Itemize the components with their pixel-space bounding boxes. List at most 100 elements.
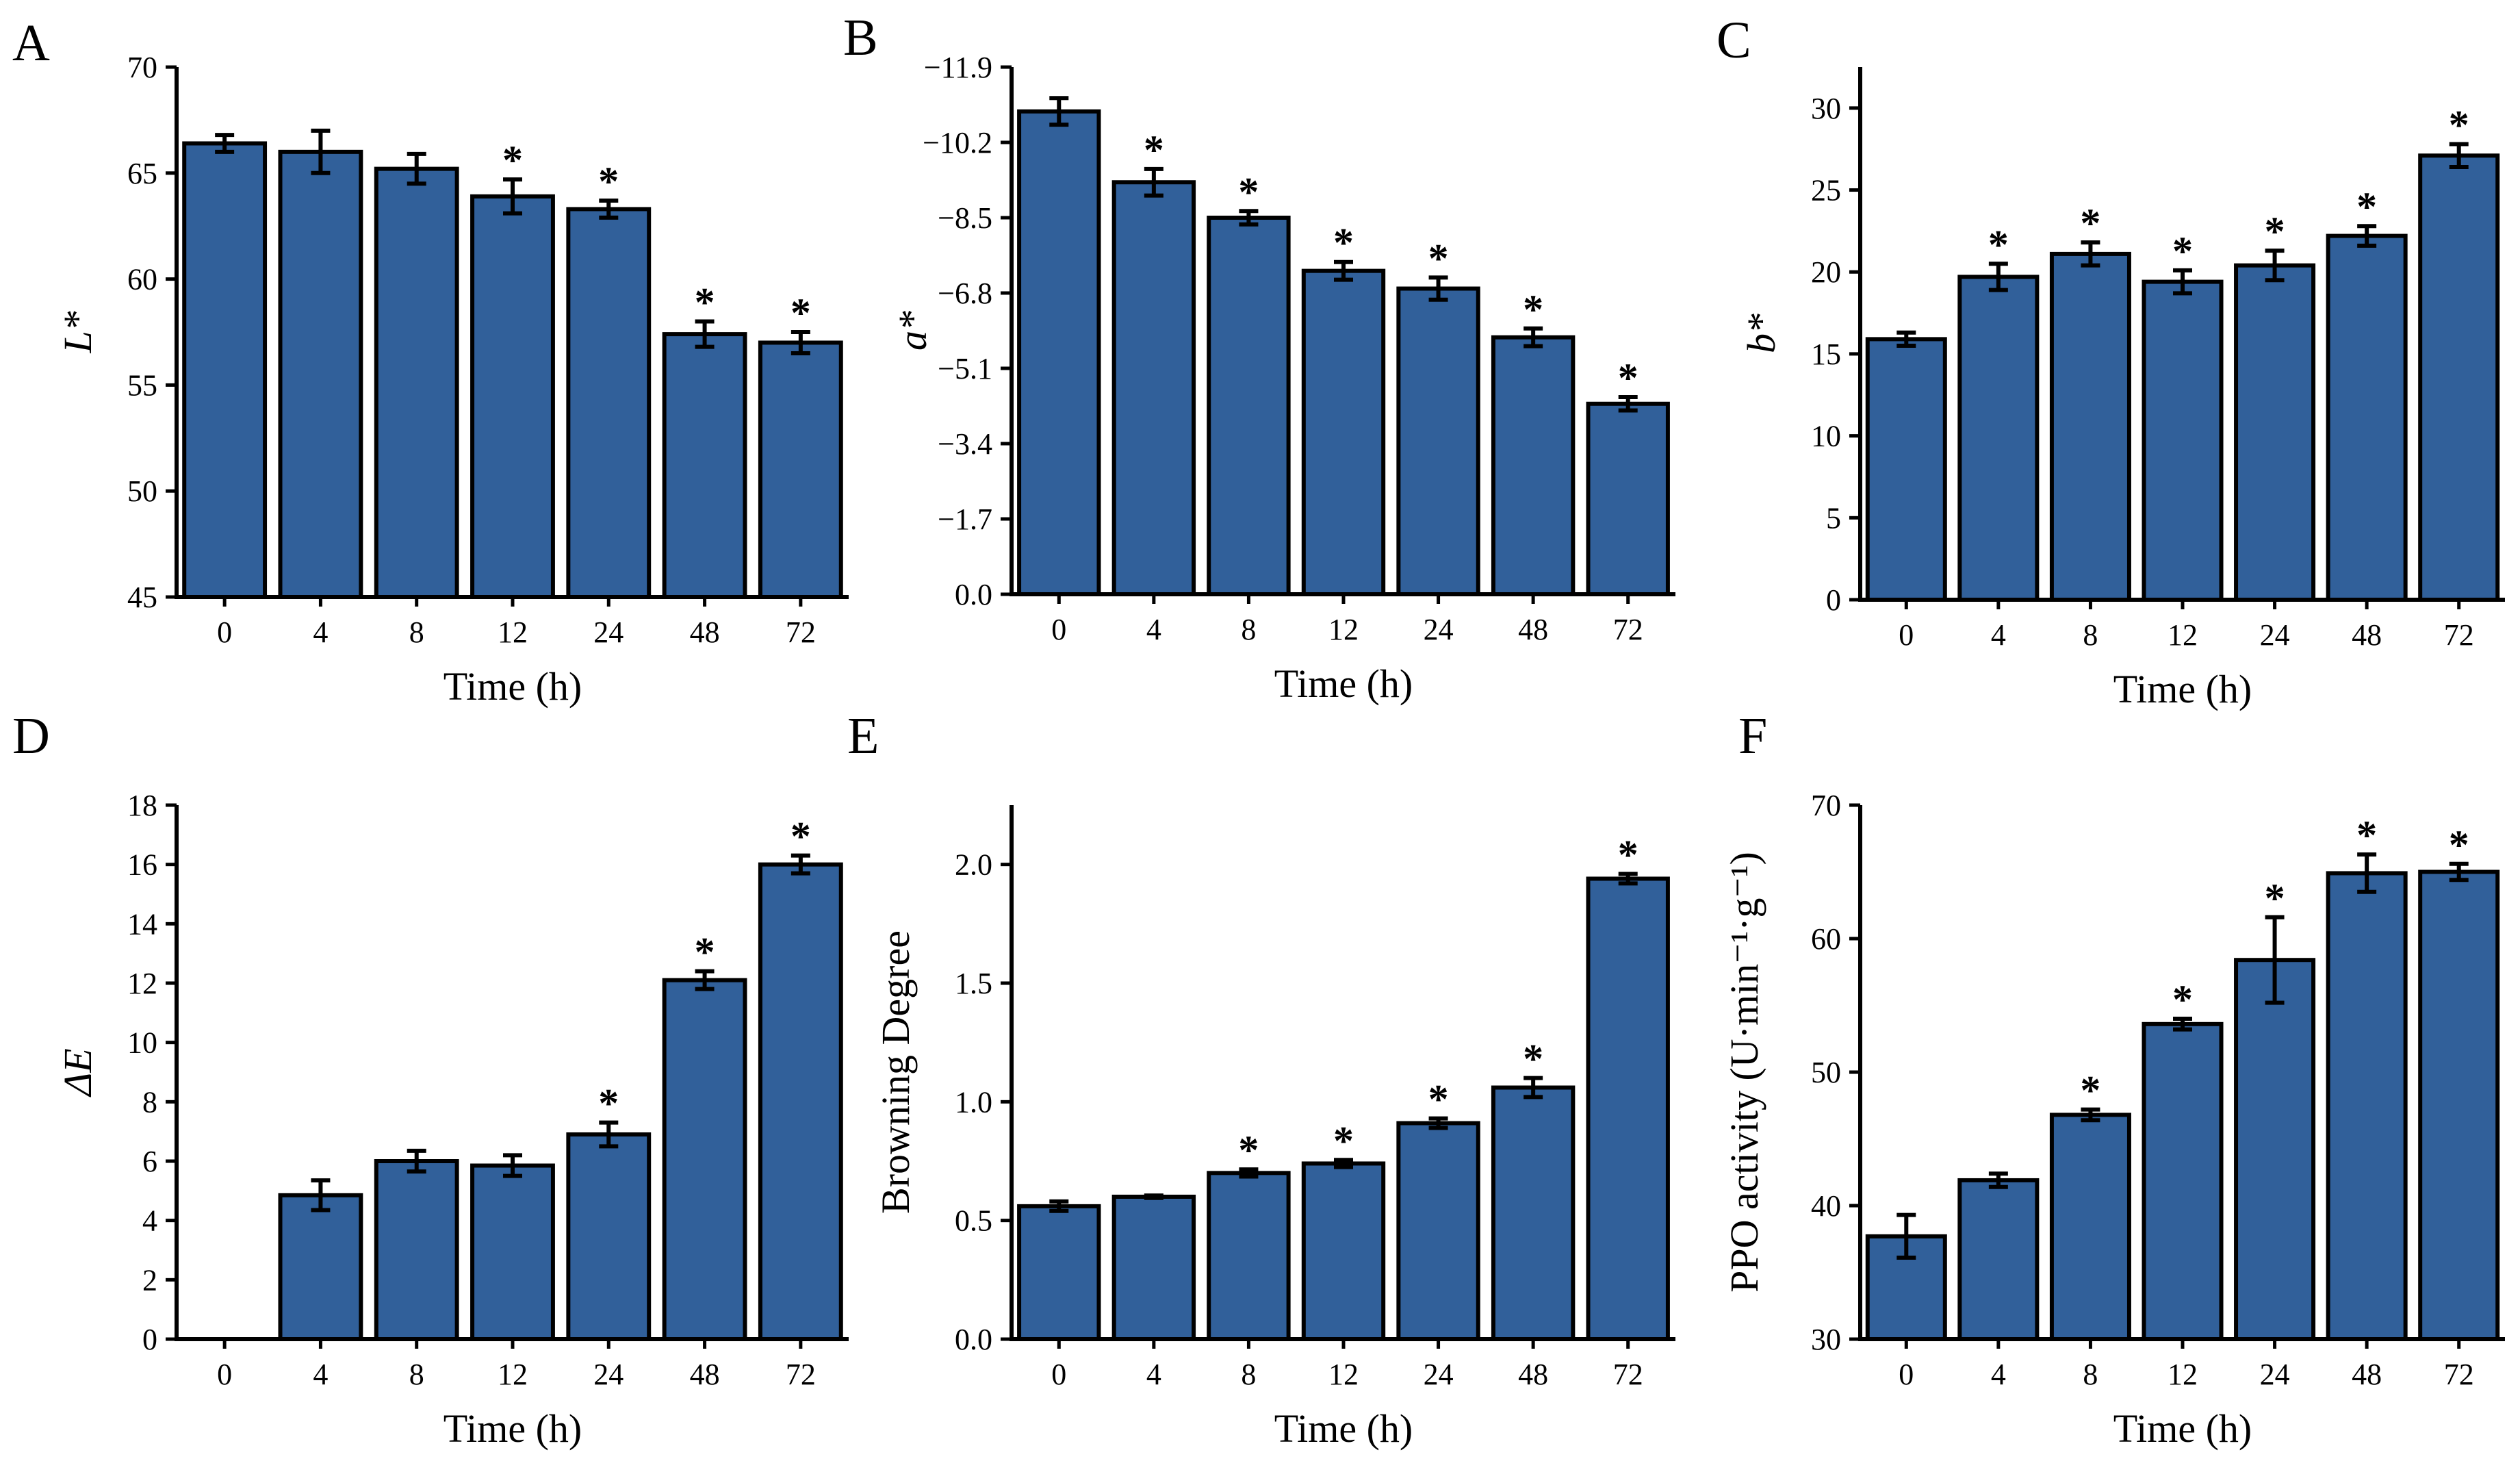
x-axis-title: Time (h) xyxy=(2113,1406,2252,1451)
error-bar xyxy=(1049,96,1069,127)
error-bar xyxy=(215,133,235,154)
bar xyxy=(182,141,268,599)
y-tick-label: 5 xyxy=(1826,501,1841,535)
y-tick-label: 2.0 xyxy=(955,848,992,882)
y-tick-label: −8.5 xyxy=(938,201,992,235)
error-bar xyxy=(407,1148,426,1174)
error-bar xyxy=(1523,326,1543,348)
significance-marker: * xyxy=(1333,1118,1354,1163)
y-tick-label: 30 xyxy=(1811,1323,1841,1356)
bar xyxy=(566,207,652,599)
bar xyxy=(1491,335,1576,596)
bar xyxy=(758,862,843,1341)
bar xyxy=(278,1193,363,1342)
significance-marker: * xyxy=(2449,103,2469,148)
y-tick-label: 15 xyxy=(1811,338,1841,371)
y-tick-label: 0.0 xyxy=(955,578,992,611)
x-tick-label: 72 xyxy=(786,1358,816,1391)
x-tick-label: 72 xyxy=(2444,618,2474,652)
y-tick-label: 60 xyxy=(1811,922,1841,956)
error-bar xyxy=(2173,268,2192,296)
panel-letter: E xyxy=(847,707,879,765)
y-tick-label: −3.4 xyxy=(938,427,992,461)
x-axis-title: Time (h) xyxy=(1274,1406,1413,1451)
bar xyxy=(1396,286,1480,596)
y-axis-title: a* xyxy=(890,311,935,351)
x-tick-label: 24 xyxy=(593,1358,623,1391)
error-bar xyxy=(1428,275,1448,302)
x-tick-label: 4 xyxy=(1146,613,1161,646)
error-bar xyxy=(1144,1193,1163,1200)
axes xyxy=(175,67,849,599)
x-axis-title: Time (h) xyxy=(1274,661,1413,706)
x-tick-label: 4 xyxy=(1991,1358,2006,1391)
x-tick-label: 24 xyxy=(2260,618,2290,652)
bar xyxy=(2049,251,2131,602)
bar xyxy=(470,194,555,599)
panel-f: F 0 4 * 8 * 12 * 24 * 48 * 72 30 40 50 60 70 Time (h) PPO a… xyxy=(1722,707,2505,1451)
x-axis-title: Time (h) xyxy=(443,1406,582,1451)
x-tick-label: 8 xyxy=(2083,1358,2098,1391)
x-tick-label: 72 xyxy=(786,615,816,649)
y-tick-label: 18 xyxy=(127,789,157,822)
error-bar xyxy=(1618,395,1638,413)
axes xyxy=(1858,67,2505,602)
significance-marker: * xyxy=(2356,184,2377,229)
y-axis-title: Browning Degree xyxy=(873,930,918,1214)
error-bar xyxy=(790,853,810,876)
significance-marker: * xyxy=(1238,169,1259,214)
error-bar xyxy=(1988,262,2008,292)
y-tick-label: −10.2 xyxy=(923,126,992,160)
y-tick-label: −11.9 xyxy=(924,51,992,84)
bar xyxy=(1301,268,1386,596)
y-tick-label: 1.5 xyxy=(955,967,992,1000)
y-tick-label: 4 xyxy=(142,1204,157,1238)
x-tick-label: 12 xyxy=(498,615,528,649)
error-bar xyxy=(695,319,715,349)
bar xyxy=(1865,337,1947,602)
x-tick-label: 0 xyxy=(1899,618,1914,652)
significance-marker: * xyxy=(2449,822,2469,867)
x-tick-label: 48 xyxy=(1518,613,1548,646)
error-bar xyxy=(790,330,810,355)
y-tick-label: 14 xyxy=(127,907,157,941)
panel-letter: F xyxy=(1738,707,1767,765)
error-bar xyxy=(2173,1017,2192,1032)
significance-marker: * xyxy=(1333,220,1354,266)
error-bar xyxy=(2449,142,2469,170)
significance-marker: * xyxy=(598,1081,619,1126)
y-tick-label: 0.0 xyxy=(955,1323,992,1356)
bar xyxy=(1396,1121,1480,1341)
y-tick-label: 30 xyxy=(1811,92,1841,125)
error-bar xyxy=(2265,249,2285,283)
bar xyxy=(2326,871,2408,1341)
significance-marker: * xyxy=(2172,977,2193,1022)
bar xyxy=(1111,1195,1196,1341)
y-tick-label: 55 xyxy=(127,368,157,402)
panel-b: B 0 * 4 * 8 * 12 * 24 * 48 * 72 0.0 −1.7 −3.4 −5.1 −6.8 −8.… xyxy=(843,9,1675,706)
x-tick-label: 0 xyxy=(217,615,232,649)
axes xyxy=(1858,805,2505,1341)
bar xyxy=(1957,275,2040,602)
x-tick-label: 12 xyxy=(498,1358,528,1391)
bar xyxy=(2418,153,2500,602)
error-bar xyxy=(311,128,331,175)
error-bar xyxy=(695,969,715,991)
bar xyxy=(2234,263,2316,602)
y-tick-label: 6 xyxy=(142,1145,157,1178)
panel-letter: D xyxy=(12,707,50,765)
x-axis-title: Time (h) xyxy=(443,664,582,709)
bar xyxy=(278,149,363,599)
error-bar xyxy=(1334,259,1353,282)
bar xyxy=(1957,1178,2040,1341)
significance-marker: * xyxy=(1988,222,2009,267)
panel-c: C 0 * 4 * 8 * 12 * 24 * 48 * 72 0 5 10 15 20 25 30 Time (h) b* xyxy=(1717,12,2505,711)
x-tick-label: 12 xyxy=(2168,1358,2198,1391)
bar xyxy=(1207,216,1291,596)
x-tick-label: 48 xyxy=(1518,1358,1548,1391)
error-bar xyxy=(2449,861,2469,882)
y-tick-label: 2 xyxy=(142,1263,157,1297)
